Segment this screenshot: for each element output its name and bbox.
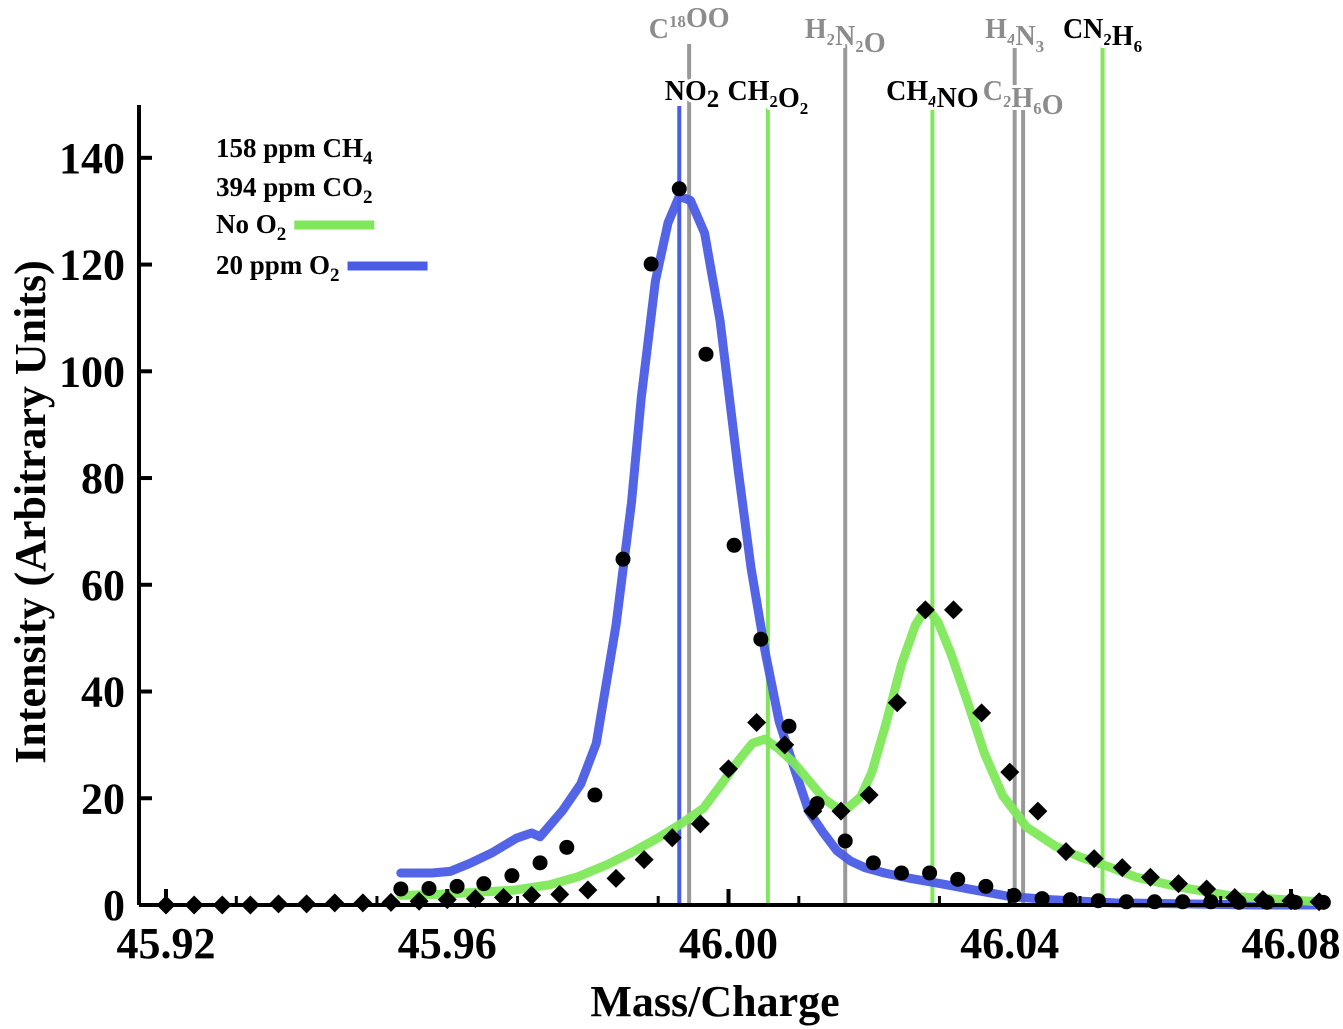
data-point-circle	[922, 865, 938, 881]
x-tick-label: 46.08	[1242, 919, 1341, 968]
x-tick-label: 45.92	[117, 919, 216, 968]
data-point-diamond	[353, 893, 373, 913]
data-point-circle	[393, 881, 409, 897]
x-tick-label: 45.96	[398, 919, 497, 968]
x-tick-label: 46.04	[960, 919, 1059, 968]
data-point-diamond	[662, 828, 682, 848]
data-point-circle	[893, 865, 909, 881]
legend-text-0: 158 ppm CH4	[216, 133, 373, 169]
molecule-label-4: CH4NO	[886, 76, 979, 114]
molecule-label-3: H2N2O	[805, 14, 886, 59]
data-point-circle	[504, 868, 520, 884]
data-point-diamond	[325, 893, 345, 913]
y-tick-label: 120	[59, 241, 125, 290]
data-point-circle	[1175, 894, 1191, 910]
y-tick-label: 80	[81, 454, 125, 503]
data-point-circle	[950, 871, 966, 887]
x-axis-title: Mass/Charge	[590, 977, 839, 1026]
data-series	[156, 181, 1331, 915]
molecule-label-0: NO2	[665, 76, 720, 113]
molecule-label-1: C18OO	[649, 3, 730, 45]
data-point-diamond	[550, 884, 570, 904]
data-point-diamond	[944, 600, 963, 620]
molecule-label-6: C2H6O	[983, 76, 1064, 121]
data-point-diamond	[522, 885, 542, 905]
molecule-label-7: CN2H6	[1063, 14, 1142, 56]
series-line-0	[396, 191, 1324, 910]
y-tick-label: 140	[59, 134, 125, 183]
data-point-diamond	[1112, 858, 1132, 878]
data-point-diamond	[381, 892, 401, 912]
data-point-diamond	[859, 785, 879, 805]
data-point-circle	[449, 878, 465, 894]
molecule-label-2: CH2O2	[727, 76, 808, 118]
data-point-diamond	[775, 735, 795, 755]
data-point-diamond	[634, 850, 654, 870]
y-tick-label: 0	[103, 881, 125, 930]
molecule-label-5: H4N3	[985, 14, 1044, 56]
data-point-circle	[559, 839, 575, 855]
data-point-diamond	[578, 880, 598, 900]
reference-lines	[677, 44, 1105, 905]
legend-label-1: 20 ppm O2	[216, 250, 340, 286]
data-point-circle	[753, 631, 769, 647]
data-point-diamond	[1056, 842, 1076, 862]
data-point-diamond	[606, 868, 626, 888]
data-point-circle	[726, 537, 742, 553]
data-point-diamond	[1309, 892, 1329, 912]
data-point-diamond	[1140, 867, 1160, 887]
data-point-circle	[476, 876, 492, 892]
data-point-circle	[978, 878, 994, 894]
legend-text-1: 394 ppm CO2	[216, 172, 373, 208]
data-point-diamond	[1000, 762, 1020, 782]
data-point-diamond	[1225, 888, 1245, 908]
y-axis-title: Intensity (Arbitrary Units)	[6, 260, 55, 764]
data-point-circle	[587, 787, 603, 803]
y-tick-label: 100	[59, 347, 125, 396]
data-point-diamond	[831, 801, 851, 821]
data-point-circle	[1034, 891, 1050, 907]
legend-label-0: No O2	[216, 209, 286, 245]
x-tick-label: 46.00	[679, 919, 778, 968]
data-point-diamond	[1197, 879, 1217, 899]
y-tick-label: 20	[81, 774, 125, 823]
data-point-diamond	[803, 801, 823, 821]
y-tick-label: 60	[81, 561, 125, 610]
axes: 0 20 40 60 80 100 120 140 45.92 45.96 46.00 46.04 46…	[59, 105, 1341, 968]
data-point-diamond	[690, 814, 710, 834]
data-point-diamond	[1084, 849, 1104, 869]
data-point-circle	[532, 855, 548, 871]
data-point-circle	[1147, 894, 1163, 910]
data-point-circle	[781, 718, 797, 734]
data-point-circle	[615, 551, 631, 567]
data-point-diamond	[494, 888, 513, 908]
y-tick-label: 40	[81, 668, 125, 717]
data-point-diamond	[972, 703, 992, 723]
data-point-diamond	[887, 693, 907, 713]
data-point-circle	[671, 181, 687, 197]
data-point-circle	[865, 855, 881, 871]
data-point-circle	[643, 256, 659, 272]
data-point-diamond	[915, 600, 935, 620]
data-point-circle	[698, 346, 714, 362]
data-point-circle	[421, 880, 437, 896]
data-point-diamond	[1028, 801, 1048, 821]
data-point-diamond	[1169, 874, 1188, 894]
data-point-diamond	[747, 712, 767, 732]
data-point-diamond	[719, 759, 738, 779]
data-point-circle	[837, 833, 853, 849]
data-point-circle	[1118, 894, 1134, 910]
